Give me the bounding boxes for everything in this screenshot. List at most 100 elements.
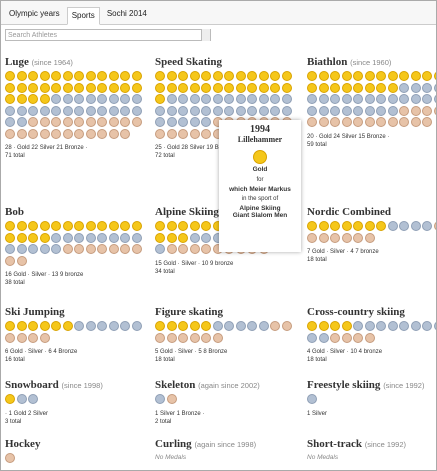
tab[interactable]: Sochi 2014 xyxy=(106,9,147,18)
tooltip: 1994 Lillehammer Gold for which Meier Ma… xyxy=(219,120,301,252)
tooltip-medal-text: Gold xyxy=(252,166,268,173)
tab[interactable]: Sports xyxy=(66,7,100,25)
tab[interactable]: Olympic years xyxy=(9,9,60,18)
gold-medal xyxy=(166,71,177,81)
gold-medal xyxy=(189,321,200,331)
bronze-medal xyxy=(364,117,375,127)
bronze-medal xyxy=(16,332,27,343)
silver-medal xyxy=(364,94,375,104)
silver-medal xyxy=(189,94,200,104)
silver-medal xyxy=(108,232,119,243)
silver-medal xyxy=(433,82,436,93)
gold-medal xyxy=(330,82,340,93)
silver-medal xyxy=(224,105,234,116)
bronze-medal xyxy=(318,232,329,243)
bronze-medal xyxy=(270,321,280,331)
silver-medal xyxy=(108,94,119,104)
bronze-medal xyxy=(28,117,38,127)
silver-medal xyxy=(120,232,130,243)
silver-medal xyxy=(364,321,375,331)
tooltip-for: for xyxy=(256,177,264,183)
bronze-medal xyxy=(410,117,421,127)
sport-name: Hockey xyxy=(5,438,41,450)
gold-medal xyxy=(85,221,96,231)
bronze-medal xyxy=(387,117,398,127)
search-box[interactable]: Search Athletes xyxy=(5,29,211,41)
sport-note: (since 1992) xyxy=(383,381,425,390)
medal-total: 38 total xyxy=(5,280,25,286)
bronze-medal xyxy=(85,244,96,254)
gold-medal xyxy=(307,221,317,231)
gold-medal xyxy=(155,82,165,93)
silver-medal xyxy=(247,105,257,116)
gold-medal xyxy=(5,321,15,331)
silver-medal xyxy=(97,105,107,116)
search-dropdown[interactable] xyxy=(201,29,210,41)
silver-medal xyxy=(330,105,340,116)
bronze-medal xyxy=(39,128,50,139)
medal-total: 59 total xyxy=(307,141,327,148)
gold-medal xyxy=(16,232,27,243)
sport-name: Alpine Skiing xyxy=(155,206,219,218)
bronze-medal xyxy=(281,321,292,331)
gold-medal xyxy=(318,71,329,81)
medal-summary: · 1 Gold 2 Silver xyxy=(5,410,49,417)
bronze-medal xyxy=(120,244,130,254)
sport-card: Bob 16 Gold · Silver · 13 9 bronze 38 tota… xyxy=(5,206,145,287)
sport-title: Biathlon (since 1960) xyxy=(307,56,436,68)
sport-note: (again since 2002) xyxy=(198,381,260,390)
sport-name: Speed Skating xyxy=(155,56,222,68)
sport-card: Biathlon (since 1960) 20 · Gold 24 Silver… xyxy=(307,56,436,149)
silver-medal xyxy=(235,321,246,331)
gold-medal xyxy=(39,232,50,243)
medals xyxy=(5,321,145,344)
medal-summary: 7 Gold · Silver · 4 7 bronze xyxy=(307,249,379,255)
bronze-medal xyxy=(341,232,352,243)
gold-medal xyxy=(178,321,188,331)
silver-medal xyxy=(410,221,421,231)
sport-title: Nordic Combined xyxy=(307,206,436,218)
bronze-medal xyxy=(108,244,119,254)
medal-summary: 4 Gold · Silver · 10 4 bronze xyxy=(307,349,383,355)
sport-title: Figure skating xyxy=(155,306,295,318)
silver-medal xyxy=(108,105,119,116)
bronze-medal xyxy=(51,128,61,139)
silver-medal xyxy=(189,105,200,116)
bronze-medal xyxy=(108,117,119,127)
silver-medal xyxy=(178,105,188,116)
sport-note: (since 1960) xyxy=(350,58,392,67)
silver-medal xyxy=(307,394,317,404)
silver-medal xyxy=(387,221,398,231)
gold-medal xyxy=(247,82,257,93)
silver-medal xyxy=(224,321,234,331)
silver-medal xyxy=(97,232,107,243)
gold-medal xyxy=(341,321,352,331)
sport-title: Ski Jumping xyxy=(5,306,145,318)
sport-title: Luge (since 1964) xyxy=(5,56,145,68)
sport-title: Snowboard (since 1998) xyxy=(5,379,145,391)
silver-medal xyxy=(51,244,61,254)
gold-medal xyxy=(28,82,38,93)
gold-medal xyxy=(28,221,38,231)
silver-medal xyxy=(62,94,73,104)
bronze-medal xyxy=(166,394,177,404)
sport-title: Hockey xyxy=(5,438,145,450)
bronze-medal xyxy=(353,232,363,243)
bronze-medal xyxy=(178,128,188,139)
gold-medal xyxy=(155,94,165,104)
gold-medal xyxy=(108,82,119,93)
bronze-medal xyxy=(97,244,107,254)
tooltip-year: 1994 xyxy=(250,124,270,135)
gold-medal xyxy=(39,321,50,331)
silver-medal xyxy=(318,94,329,104)
medal-summary: 5 Gold · Silver · 5 8 Bronze xyxy=(155,349,228,355)
bronze-medal xyxy=(39,332,50,343)
silver-medal xyxy=(16,117,27,127)
gold-medal xyxy=(5,82,15,93)
no-medals: No Medals xyxy=(155,454,187,461)
gold-medal xyxy=(85,82,96,93)
medal-total: 16 total xyxy=(5,357,25,363)
bronze-medal xyxy=(39,117,50,127)
gold-medal xyxy=(258,82,269,93)
gold-medal xyxy=(120,221,130,231)
